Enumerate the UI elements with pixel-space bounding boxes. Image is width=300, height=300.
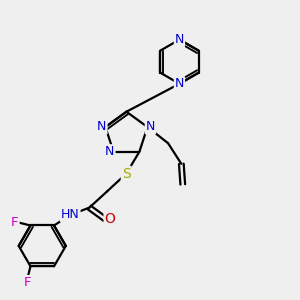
Text: N: N bbox=[97, 121, 106, 134]
Text: N: N bbox=[146, 121, 155, 134]
Text: S: S bbox=[122, 167, 130, 181]
Text: N: N bbox=[175, 77, 184, 90]
Text: HN: HN bbox=[61, 208, 80, 221]
Text: F: F bbox=[11, 216, 19, 229]
Text: N: N bbox=[175, 33, 184, 46]
Text: F: F bbox=[24, 276, 31, 289]
Text: N: N bbox=[105, 145, 115, 158]
Text: O: O bbox=[104, 212, 116, 226]
